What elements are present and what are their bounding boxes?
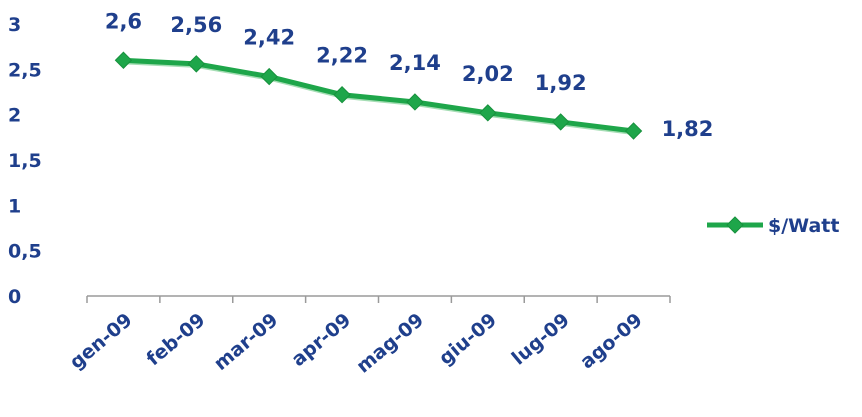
series-marker [406,93,424,111]
data-label: 2,56 [170,13,222,37]
y-tick-label: 1 [8,195,21,217]
x-tick-label: ago-09 [576,309,647,373]
legend: $/Watt [707,215,839,237]
y-tick-label: 0 [8,286,21,308]
chart-axes [86,295,671,303]
y-tick-label: 2,5 [8,59,42,81]
data-label: 2,22 [316,44,368,68]
series-layer: 2,6 2,56 2,42 2,22 2,14 2,02 1,92 1,82 [105,9,714,141]
legend-marker [726,216,744,234]
y-tick-label: 0,5 [8,241,42,263]
series-line [123,57,634,134]
y-axis-ticks: 0 0,5 1 1,5 2 2,5 3 [8,14,42,308]
x-tick-label: giu-09 [435,309,501,370]
series-marker [114,51,133,69]
x-tick-label: feb-09 [142,309,209,370]
series-marker [551,113,570,131]
series-marker [624,122,643,140]
data-label: 2,02 [462,62,514,86]
data-label: 2,6 [105,9,142,33]
legend-label: $/Watt [768,215,839,237]
x-tick-label: gen-09 [66,309,137,374]
series-marker [479,104,497,122]
x-tick-label: apr-09 [287,309,355,371]
x-tick-label: mag-09 [352,309,428,378]
y-tick-label: 3 [8,14,21,36]
series-marker [187,55,206,73]
x-tick-label: mar-09 [210,309,283,375]
series-marker [333,86,351,104]
data-label: 1,82 [662,117,714,141]
y-tick-label: 1,5 [8,150,42,172]
data-label: 2,14 [389,51,441,75]
data-label: 1,92 [535,71,587,95]
data-label: 2,42 [243,26,295,50]
series-marker [260,67,278,86]
x-tick-label: lug-09 [508,309,574,370]
y-tick-label: 2 [8,105,21,127]
